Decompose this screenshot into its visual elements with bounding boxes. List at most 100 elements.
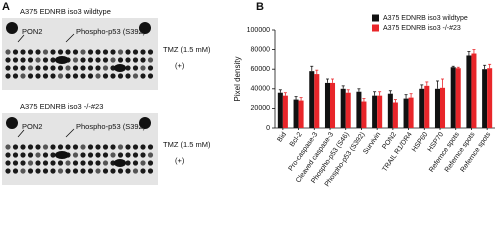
blot-spot bbox=[87, 73, 94, 79]
blot-spot bbox=[42, 73, 49, 79]
blot-spot bbox=[42, 160, 49, 166]
blot-spot bbox=[87, 168, 94, 174]
blot-spot bbox=[140, 57, 146, 63]
blot-spot bbox=[110, 168, 116, 174]
blot-spot bbox=[57, 49, 64, 55]
bar bbox=[419, 88, 425, 128]
treatment-label: TMZ (1.5 mM) bbox=[163, 140, 211, 149]
blot-spot bbox=[114, 159, 126, 167]
bar bbox=[340, 88, 346, 128]
blot-spot bbox=[55, 151, 69, 159]
blot-spot bbox=[110, 57, 116, 63]
bar bbox=[293, 99, 299, 128]
bar bbox=[298, 100, 304, 128]
blot-spot bbox=[87, 57, 94, 63]
blot-spot bbox=[110, 160, 116, 166]
blot-spot bbox=[110, 73, 116, 79]
blot-spot bbox=[87, 160, 94, 166]
bar bbox=[361, 101, 367, 128]
blot-spot bbox=[27, 168, 34, 174]
legend-label: A375 EDNRB iso3 wildtype bbox=[383, 15, 468, 22]
bar bbox=[377, 95, 383, 128]
blot-spot bbox=[5, 73, 11, 79]
blot-spot bbox=[125, 168, 131, 174]
y-tick-label: 0 bbox=[266, 125, 270, 132]
arrow bbox=[17, 129, 25, 138]
blot-spot bbox=[20, 65, 26, 71]
blot-spot bbox=[80, 57, 86, 63]
blot-spot bbox=[132, 168, 139, 174]
blot-spot bbox=[117, 73, 124, 79]
blot-spot bbox=[132, 57, 139, 63]
blot-spot bbox=[35, 65, 41, 71]
y-tick-label: 40000 bbox=[251, 86, 271, 93]
blot-spot bbox=[125, 49, 131, 55]
blot-spot bbox=[80, 49, 86, 55]
blot-spot bbox=[95, 168, 101, 174]
bar bbox=[440, 87, 446, 128]
blot-spot bbox=[12, 57, 19, 63]
blot-spot bbox=[65, 49, 71, 55]
marker-label: PON2 bbox=[22, 27, 42, 36]
bar bbox=[403, 98, 409, 128]
blot-spot bbox=[132, 65, 139, 71]
blot-spot bbox=[140, 49, 146, 55]
blot-spot bbox=[27, 65, 34, 71]
legend-swatch bbox=[372, 24, 379, 32]
blot-spot bbox=[5, 57, 11, 63]
blot-spot bbox=[50, 73, 56, 79]
x-tick-label: Bid bbox=[276, 131, 288, 143]
blot-spot bbox=[102, 152, 109, 158]
blot-spot bbox=[147, 49, 154, 55]
treatment-sign: (+) bbox=[175, 61, 185, 70]
blot-spot bbox=[125, 144, 131, 150]
blot-panel: A375 EDNRB iso3 wildtype PON2 Phospho-p53 … bbox=[2, 7, 211, 185]
bar bbox=[450, 67, 456, 128]
arrow bbox=[65, 33, 75, 43]
blot-spot bbox=[110, 49, 116, 55]
blot-spot bbox=[147, 168, 154, 174]
blot-spot bbox=[55, 56, 69, 64]
bar bbox=[482, 69, 488, 128]
blot-spot bbox=[132, 152, 139, 158]
blot-spot bbox=[5, 152, 11, 158]
bar bbox=[434, 88, 440, 128]
blot-spot bbox=[65, 168, 71, 174]
blot-spot bbox=[102, 144, 109, 150]
figure: A A375 EDNRB iso3 wildtype PON2 Phospho-p5… bbox=[2, 1, 495, 188]
blot-spot bbox=[117, 168, 124, 174]
blot-spot bbox=[27, 49, 34, 55]
blot-spot bbox=[20, 160, 26, 166]
blot-spot bbox=[87, 65, 94, 71]
blot-spot bbox=[102, 160, 109, 166]
treatment-label: TMZ (1.5 mM) bbox=[163, 45, 211, 54]
blot-spot bbox=[35, 152, 41, 158]
blot-spot bbox=[95, 57, 101, 63]
blot-membrane bbox=[2, 113, 158, 185]
blot-spot bbox=[95, 160, 101, 166]
blot-spot bbox=[50, 57, 56, 63]
marker-label: Phospho-p53 (S392) bbox=[76, 122, 146, 131]
bar bbox=[282, 95, 288, 128]
blot-spot bbox=[72, 152, 79, 158]
blot-spot bbox=[125, 73, 131, 79]
blot-spot bbox=[12, 49, 19, 55]
blot-spot bbox=[57, 73, 64, 79]
blot-spot bbox=[57, 65, 64, 71]
y-tick-label: 20000 bbox=[251, 105, 271, 112]
blot-spot bbox=[147, 65, 154, 71]
blot-spot bbox=[72, 168, 79, 174]
blot-spot bbox=[35, 160, 41, 166]
blot-spot bbox=[87, 144, 94, 150]
bar bbox=[455, 68, 461, 128]
x-tick-label: Bcl-2 bbox=[289, 131, 304, 148]
blot-spot bbox=[147, 160, 154, 166]
blot-spot bbox=[132, 160, 139, 166]
blot-spot bbox=[139, 22, 151, 34]
bar bbox=[387, 93, 393, 128]
blot-spot bbox=[20, 144, 26, 150]
blot-spot bbox=[50, 152, 56, 158]
blot-spot bbox=[72, 160, 79, 166]
blot-spot bbox=[147, 57, 154, 63]
blot-spot bbox=[125, 152, 131, 158]
